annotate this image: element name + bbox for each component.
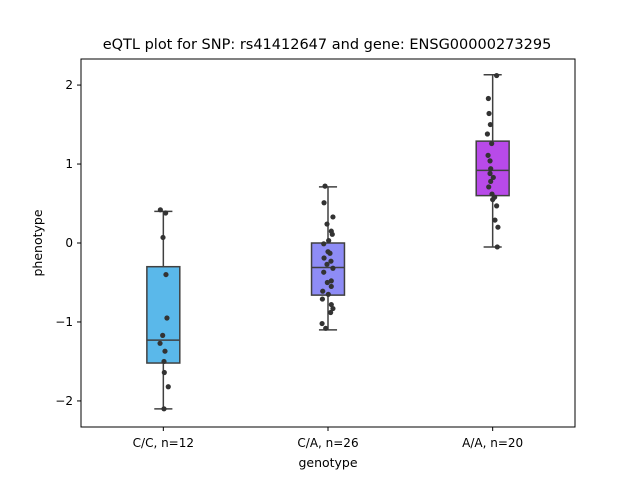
box-group-1 — [146, 210, 181, 410]
data-point — [489, 140, 495, 147]
data-point — [163, 210, 169, 216]
data-point — [320, 288, 326, 294]
data-point — [488, 166, 494, 172]
y-tick-label: 2 — [65, 78, 73, 92]
data-point — [160, 332, 166, 338]
data-point — [328, 258, 334, 264]
data-point — [322, 183, 328, 189]
data-point — [330, 265, 336, 271]
data-point — [161, 406, 167, 412]
data-point — [328, 283, 334, 290]
data-point — [495, 224, 501, 230]
data-point — [319, 296, 326, 302]
data-point — [492, 217, 498, 223]
points-group-3 — [484, 72, 501, 250]
data-point — [323, 325, 329, 331]
data-point — [324, 221, 330, 227]
data-point — [327, 250, 333, 256]
points-group-1 — [157, 207, 171, 412]
data-point — [160, 234, 166, 241]
data-point — [330, 214, 336, 220]
data-point — [324, 279, 330, 286]
data-point — [326, 238, 332, 244]
data-point — [321, 200, 327, 206]
data-point — [157, 340, 163, 346]
y-tick-label: 1 — [65, 157, 73, 171]
data-point — [486, 184, 492, 190]
data-point — [487, 170, 493, 177]
data-point — [494, 203, 500, 209]
data-point — [321, 269, 327, 275]
points-group-2 — [319, 183, 336, 331]
plot-area — [146, 72, 510, 412]
data-point — [487, 158, 493, 164]
x-tick-label: C/A, n=26 — [297, 436, 358, 450]
data-point — [490, 174, 496, 181]
data-point — [484, 131, 490, 137]
data-point — [325, 291, 331, 297]
y-axis-label: phenotype — [30, 209, 45, 276]
data-point — [494, 244, 500, 250]
data-point — [161, 369, 167, 376]
data-point — [165, 384, 171, 390]
data-point — [328, 309, 334, 316]
y-tick-label: 0 — [65, 236, 73, 250]
data-point — [324, 261, 330, 267]
data-point — [321, 255, 327, 261]
data-point — [487, 121, 493, 128]
data-point — [157, 207, 163, 213]
box — [146, 265, 181, 364]
chart-title: eQTL plot for SNP: rs41412647 and gene: … — [103, 37, 552, 53]
x-tick-label: C/C, n=12 — [133, 436, 194, 450]
data-point — [490, 196, 496, 203]
data-point — [161, 358, 167, 365]
data-point — [328, 278, 334, 284]
data-point — [485, 152, 491, 158]
data-point — [329, 231, 335, 237]
data-point — [330, 305, 336, 312]
data-point — [486, 110, 492, 117]
box-group-2 — [310, 186, 346, 331]
x-axis-label: genotype — [298, 455, 357, 470]
y-tick-label: −1 — [55, 315, 73, 329]
data-point — [164, 315, 170, 321]
data-point — [162, 348, 168, 354]
data-point — [163, 271, 169, 278]
x-tick-label: A/A, n=20 — [462, 436, 523, 450]
data-point — [488, 178, 494, 185]
data-point — [485, 95, 491, 102]
data-point — [494, 72, 500, 79]
axes: −2 −1 0 1 2 C/C, n=12 C/A, n=26 A/A, n=20 — [55, 78, 523, 450]
box-group-3 — [475, 74, 510, 248]
data-point — [321, 241, 327, 247]
data-point — [328, 301, 334, 308]
data-point — [319, 320, 325, 327]
y-tick-label: −2 — [55, 394, 73, 408]
